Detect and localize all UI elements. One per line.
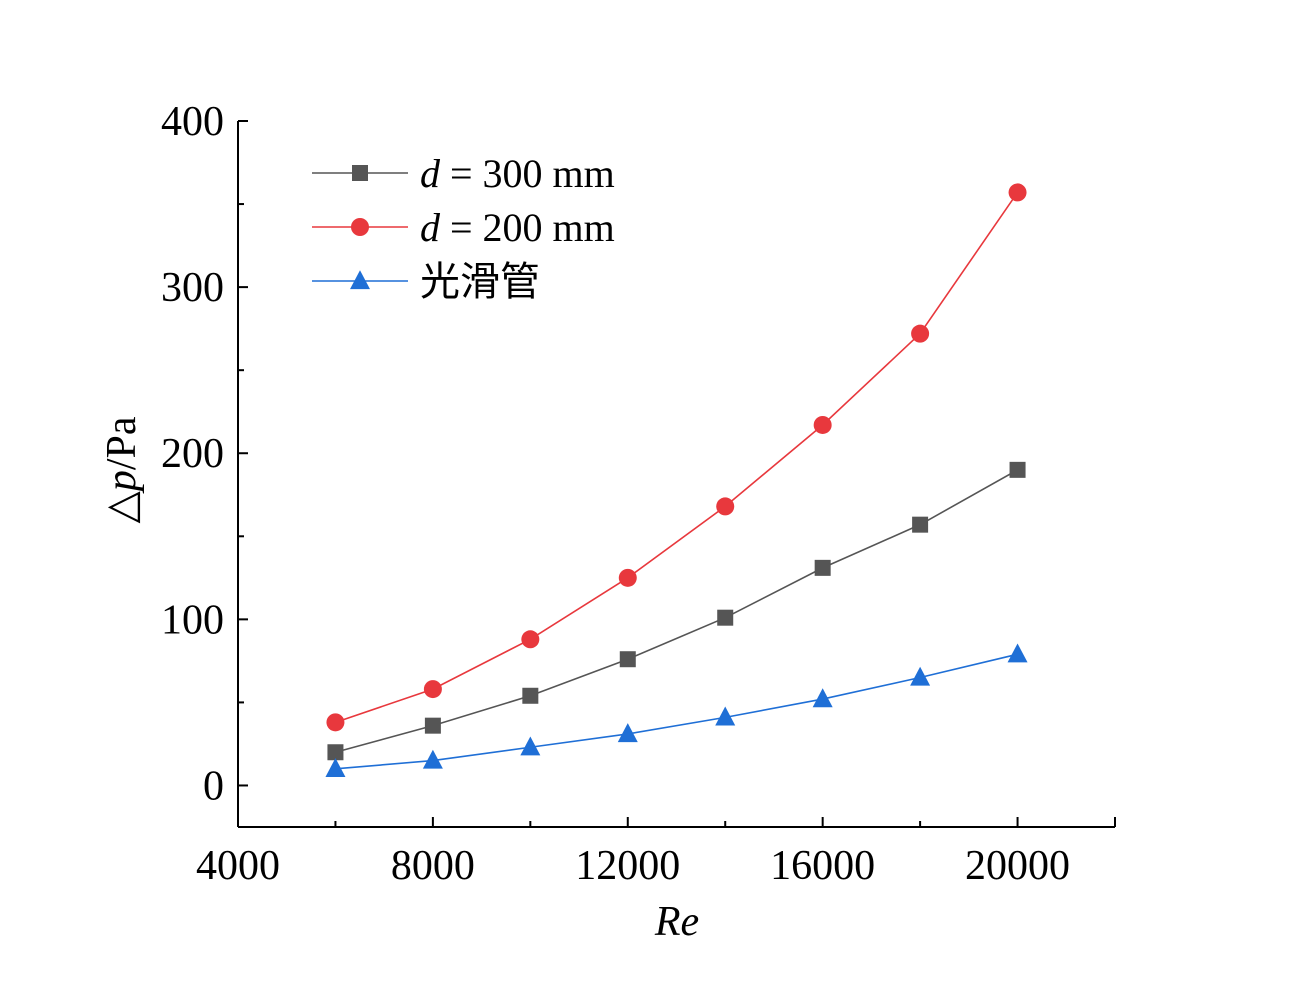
y-tick-label: 0 [203, 763, 224, 809]
data-point [325, 758, 346, 777]
legend-item: 光滑管 [312, 259, 540, 304]
data-point [424, 717, 441, 734]
x-axis-title: Re [654, 899, 699, 945]
series-circle [326, 183, 1027, 732]
data-point [422, 749, 443, 769]
y-tick-label: 300 [161, 265, 224, 311]
data-point [716, 497, 735, 516]
series-layer [325, 183, 1028, 777]
x-tick-label: 16000 [770, 843, 875, 889]
y-tick-label: 400 [161, 99, 224, 145]
x-tick-label: 8000 [391, 843, 475, 889]
legend-label: d = 300 mm [420, 151, 615, 196]
data-point [1007, 643, 1028, 663]
data-point [912, 516, 929, 533]
legend-marker [352, 165, 368, 181]
legend-item: d = 200 mm [312, 205, 615, 250]
data-point [717, 609, 734, 626]
data-point [618, 568, 637, 587]
legend-item: d = 300 mm [312, 151, 615, 196]
series-triangle [325, 643, 1028, 777]
legend-label: 光滑管 [420, 259, 540, 304]
data-point [812, 688, 833, 708]
data-point [619, 651, 636, 668]
data-point [522, 687, 539, 704]
legend: d = 300 mm d = 200 mm 光滑管 [312, 151, 615, 304]
series-square [327, 461, 1026, 761]
data-point [326, 713, 345, 732]
data-point [521, 630, 540, 649]
data-point [617, 723, 638, 743]
data-point [813, 415, 832, 434]
data-point [1008, 183, 1027, 202]
series-line [335, 469, 1018, 754]
legend-marker [350, 270, 370, 290]
data-point [910, 666, 931, 686]
x-tick-label: 4000 [196, 843, 280, 889]
data-point [423, 680, 442, 699]
legend-marker [351, 218, 369, 236]
series-line [335, 653, 1018, 770]
y-axis-title: △p/Pa [99, 416, 145, 523]
data-point [715, 706, 736, 726]
data-point [911, 324, 930, 343]
x-tick-label: 12000 [575, 843, 680, 889]
series-line [335, 191, 1019, 724]
x-tick-label: 20000 [965, 843, 1070, 889]
data-point [520, 736, 541, 756]
data-point [327, 744, 344, 761]
data-point [814, 559, 831, 576]
legend-label: d = 200 mm [420, 205, 615, 250]
data-point [1009, 461, 1026, 478]
axes: 0 100 200 300 400 4000 8000 12000 16000 20000 [161, 99, 1116, 889]
y-tick-label: 100 [161, 597, 224, 643]
y-tick-label: 200 [161, 431, 224, 477]
